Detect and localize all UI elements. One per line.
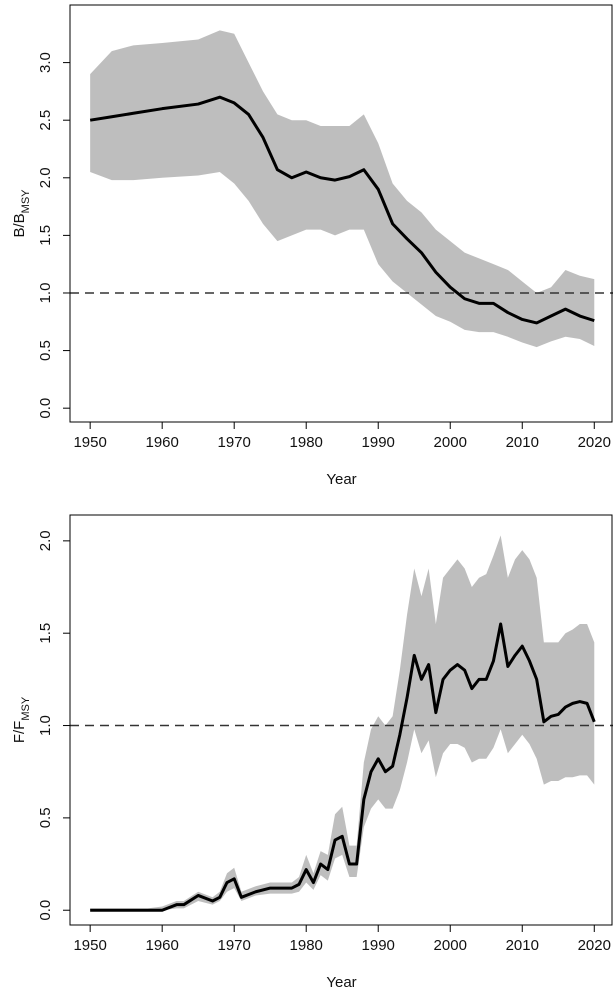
x-tick-label: 1950: [73, 937, 106, 954]
x-tick-label: 2000: [434, 434, 467, 451]
plot-frame: [69, 4, 613, 423]
y-tick-label: 3.0: [37, 52, 54, 73]
y-tick-label: 1.5: [37, 623, 54, 644]
x-tick-label: 1970: [218, 434, 251, 451]
x-tick-label: 1980: [290, 434, 323, 451]
y-tick-label: 2.5: [37, 110, 54, 131]
x-axis-label: Year: [326, 974, 356, 991]
x-tick-label: 2000: [434, 937, 467, 954]
confidence-band: [90, 30, 595, 348]
y-tick-label: 0.5: [37, 340, 54, 361]
y-axis-label: F/FMSY: [11, 696, 32, 743]
y-tick-label: 2.0: [37, 167, 54, 188]
x-axis-label: Year: [326, 471, 356, 488]
y-axis-label-sub: MSY: [20, 696, 32, 721]
y-tick-label: 2.0: [37, 530, 54, 551]
panel: 1950 1960 1970 1980 1990 2000 2010 2020 0.0 0.5 1.…: [11, 4, 613, 488]
x-tick-label: 2020: [578, 937, 611, 954]
y-tick-label: 1.0: [37, 715, 54, 736]
x-tick-label: 1990: [362, 434, 395, 451]
y-axis-label-main: B/B: [11, 213, 28, 237]
y-tick-label: 0.0: [37, 900, 54, 921]
x-tick-label: 1990: [362, 937, 395, 954]
x-tick-label: 2010: [506, 937, 539, 954]
median-line: [90, 622, 596, 912]
x-tick-label: 1970: [218, 937, 251, 954]
y-axis-label: B/BMSY: [11, 189, 32, 238]
y-axis-label-sub: MSY: [20, 189, 32, 214]
x-tick-label: 1960: [145, 937, 178, 954]
x-tick-label: 1950: [73, 434, 106, 451]
y-tick-label: 1.5: [37, 225, 54, 246]
x-tick-label: 2020: [578, 434, 611, 451]
y-axis-label-main: F/F: [11, 721, 28, 744]
y-tick-label: 0.0: [37, 398, 54, 419]
x-tick-label: 1980: [290, 937, 323, 954]
confidence-band: [90, 535, 595, 911]
x-tick-label: 1960: [145, 434, 178, 451]
y-tick-label: 0.5: [37, 807, 54, 828]
panel: 1950 1960 1970 1980 1990 2000 2010 2020 0.0 0.5 1.…: [11, 514, 613, 991]
median-line: [89, 95, 595, 325]
y-tick-label: 1.0: [37, 283, 54, 304]
x-tick-label: 2010: [506, 434, 539, 451]
plot-frame: [69, 514, 613, 926]
